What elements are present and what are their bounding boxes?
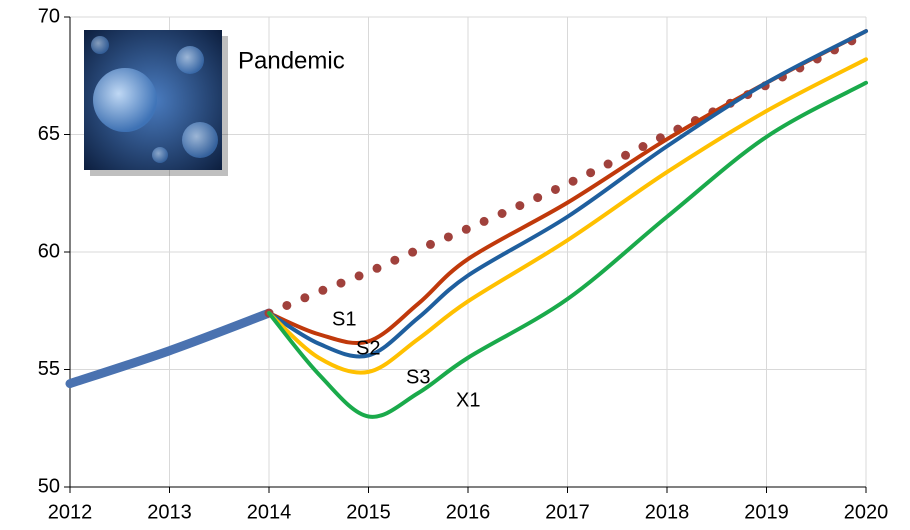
- virus-image: [84, 30, 228, 176]
- series-line: [65, 308, 274, 389]
- y-tick-label: 65: [38, 123, 60, 145]
- series-line: [267, 80, 868, 419]
- y-tick-label: 60: [38, 240, 60, 262]
- annotation: Pandemic: [238, 47, 345, 74]
- series-label: X1: [456, 389, 480, 411]
- x-tick-label: 2018: [645, 501, 690, 523]
- x-tick-label: 2015: [346, 501, 391, 523]
- x-tick-label: 2020: [844, 501, 889, 523]
- x-tick-label: 2016: [446, 501, 491, 523]
- y-tick-label: 70: [38, 5, 60, 27]
- x-tick-label: 2013: [147, 501, 192, 523]
- series-label: S3: [406, 366, 430, 388]
- x-tick-label: 2012: [48, 501, 93, 523]
- series-label: S1: [332, 308, 356, 330]
- x-tick-label: 2014: [247, 501, 292, 523]
- y-tick-label: 55: [38, 358, 60, 380]
- series-line: [267, 57, 868, 375]
- x-tick-label: 2019: [744, 501, 789, 523]
- x-tick-label: 2017: [545, 501, 590, 523]
- series-label: S2: [356, 337, 380, 359]
- y-tick-label: 50: [38, 475, 60, 497]
- series-line: [267, 29, 868, 359]
